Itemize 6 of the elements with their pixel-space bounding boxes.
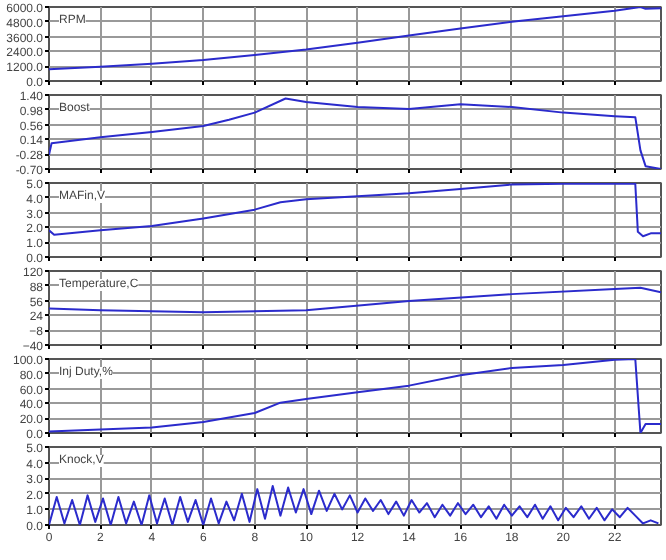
line-series <box>49 183 661 238</box>
line-series <box>49 97 661 169</box>
line-series <box>49 485 660 525</box>
line-series <box>49 286 661 314</box>
line-series <box>49 359 661 433</box>
line-series <box>49 7 661 71</box>
